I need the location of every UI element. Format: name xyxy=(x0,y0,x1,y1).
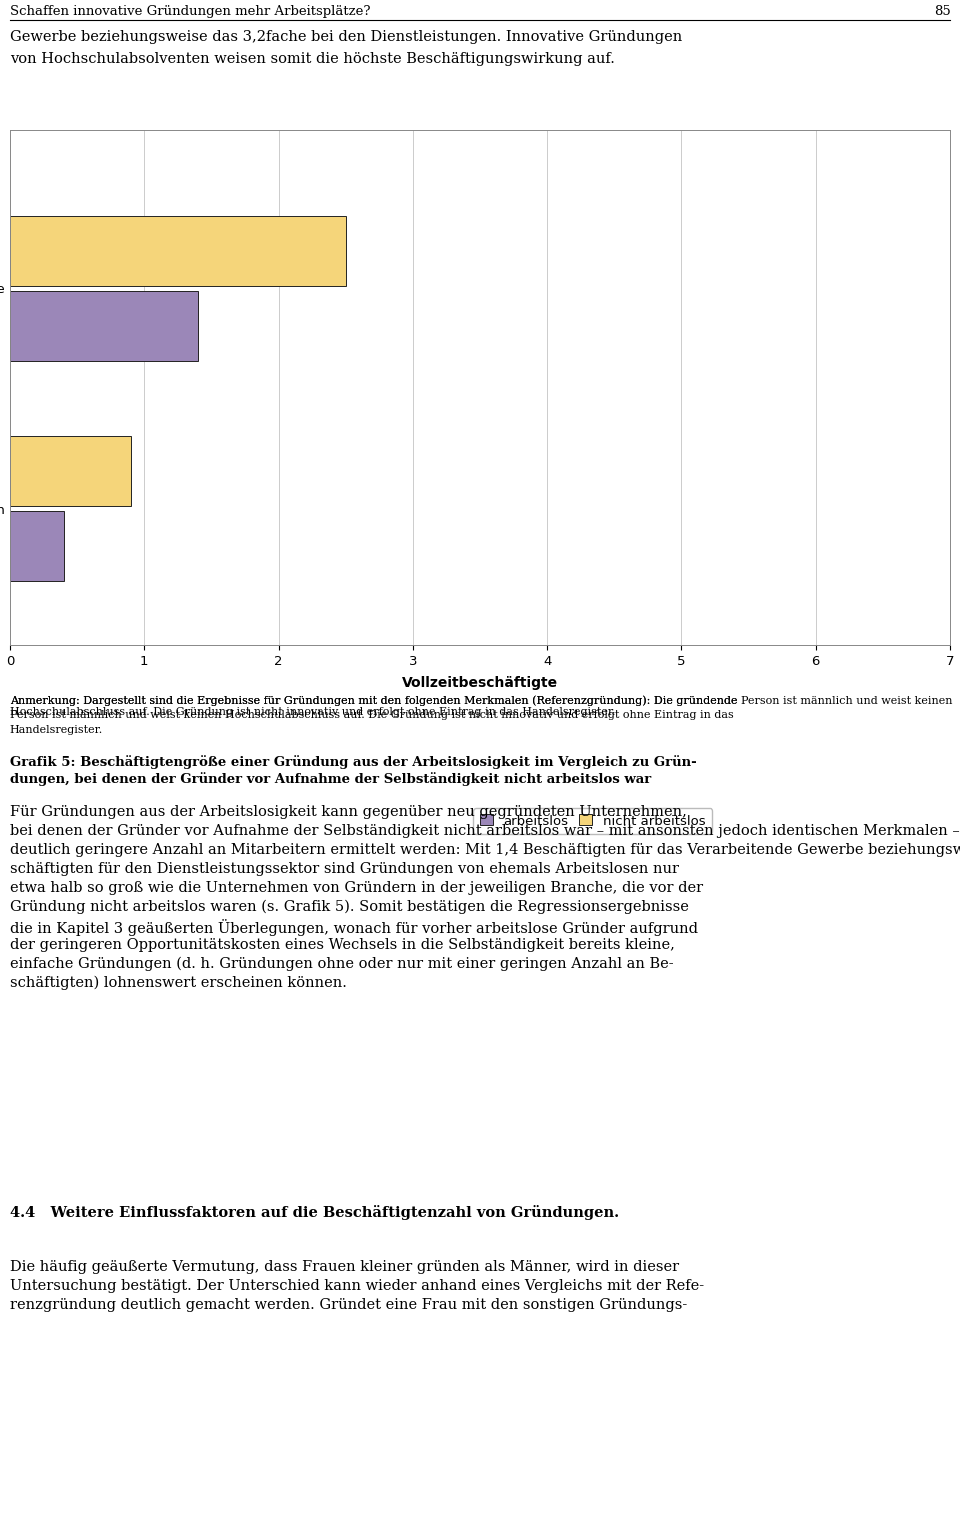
Text: von Hochschulabsolventen weisen somit die höchste Beschäftigungswirkung auf.: von Hochschulabsolventen weisen somit di… xyxy=(10,52,614,66)
Bar xyxy=(10,436,131,507)
Text: Für Gründungen aus der Arbeitslosigkeit kann gegenüber neu gegründeten Unternehm: Für Gründungen aus der Arbeitslosigkeit … xyxy=(10,806,686,819)
Bar xyxy=(10,511,63,581)
Text: bei denen der Gründer vor Aufnahme der Selbständigkeit nicht arbeitslos war – mi: bei denen der Gründer vor Aufnahme der S… xyxy=(10,824,960,838)
Text: Anmerkung: Dargestellt sind die Ergebnisse für Gründungen mit den folgenden Merk: Anmerkung: Dargestellt sind die Ergebnis… xyxy=(10,694,737,705)
Text: etwa halb so groß wie die Unternehmen von Gründern in der jeweiligen Branche, di: etwa halb so groß wie die Unternehmen vo… xyxy=(10,881,703,896)
Text: 4.4   Weitere Einflussfaktoren auf die Beschäftigtenzahl von Gründungen.: 4.4 Weitere Einflussfaktoren auf die Bes… xyxy=(10,1206,619,1219)
Text: der geringeren Opportunitätskosten eines Wechsels in die Selbständigkeit bereits: der geringeren Opportunitätskosten eines… xyxy=(10,938,675,952)
Text: Gewerbe beziehungsweise das 3,2fache bei den Dienstleistungen. Innovative Gründu: Gewerbe beziehungsweise das 3,2fache bei… xyxy=(10,31,682,44)
Text: schäftigten für den Dienstleistungssektor sind Gründungen von ehemals Arbeitslos: schäftigten für den Dienstleistungssekto… xyxy=(10,862,679,876)
Text: 85: 85 xyxy=(934,5,950,18)
Text: Grafik 5: Beschäftigtengröße einer Gründung aus der Arbeitslosigkeit im Vergleic: Grafik 5: Beschäftigtengröße einer Gründ… xyxy=(10,755,696,769)
X-axis label: Vollzeitbeschäftigte: Vollzeitbeschäftigte xyxy=(402,676,558,690)
Text: schäftigten) lohnenswert erscheinen können.: schäftigten) lohnenswert erscheinen könn… xyxy=(10,977,347,990)
Text: Die häufig geäußerte Vermutung, dass Frauen kleiner gründen als Männer, wird in : Die häufig geäußerte Vermutung, dass Fra… xyxy=(10,1260,679,1274)
Text: Person ist männlich und weist keinen Hochschulabschluss auf. Die Gründung ist ni: Person ist männlich und weist keinen Hoc… xyxy=(10,710,733,720)
Text: dungen, bei denen der Gründer vor Aufnahme der Selbständigkeit nicht arbeitslos : dungen, bei denen der Gründer vor Aufnah… xyxy=(10,772,651,786)
Text: renzgründung deutlich gemacht werden. Gründet eine Frau mit den sonstigen Gründu: renzgründung deutlich gemacht werden. Gr… xyxy=(10,1299,686,1312)
Text: deutlich geringere Anzahl an Mitarbeitern ermittelt werden: Mit 1,4 Beschäftigte: deutlich geringere Anzahl an Mitarbeiter… xyxy=(10,842,960,858)
Bar xyxy=(10,290,198,362)
Text: Untersuchung bestätigt. Der Unterschied kann wieder anhand eines Vergleichs mit : Untersuchung bestätigt. Der Unterschied … xyxy=(10,1279,704,1293)
Text: Handelsregister.: Handelsregister. xyxy=(10,725,103,736)
Text: Anmerkung: Dargestellt sind die Ergebnisse für Gründungen mit den folgenden Merk: Anmerkung: Dargestellt sind die Ergebnis… xyxy=(10,694,952,717)
Legend: arbeitslos, nicht arbeitslos: arbeitslos, nicht arbeitslos xyxy=(473,807,712,835)
Text: einfache Gründungen (d. h. Gründungen ohne oder nur mit einer geringen Anzahl an: einfache Gründungen (d. h. Gründungen oh… xyxy=(10,957,673,972)
Text: Gründung nicht arbeitslos waren (s. Grafik 5). Somit bestätigen die Regressionse: Gründung nicht arbeitslos waren (s. Graf… xyxy=(10,900,688,914)
Bar xyxy=(10,215,346,287)
Text: die in Kapitel 3 geäußerten Überlegungen, wonach für vorher arbeitslose Gründer : die in Kapitel 3 geäußerten Überlegungen… xyxy=(10,919,698,935)
Text: Schaffen innovative Gründungen mehr Arbeitsplätze?: Schaffen innovative Gründungen mehr Arbe… xyxy=(10,5,371,18)
